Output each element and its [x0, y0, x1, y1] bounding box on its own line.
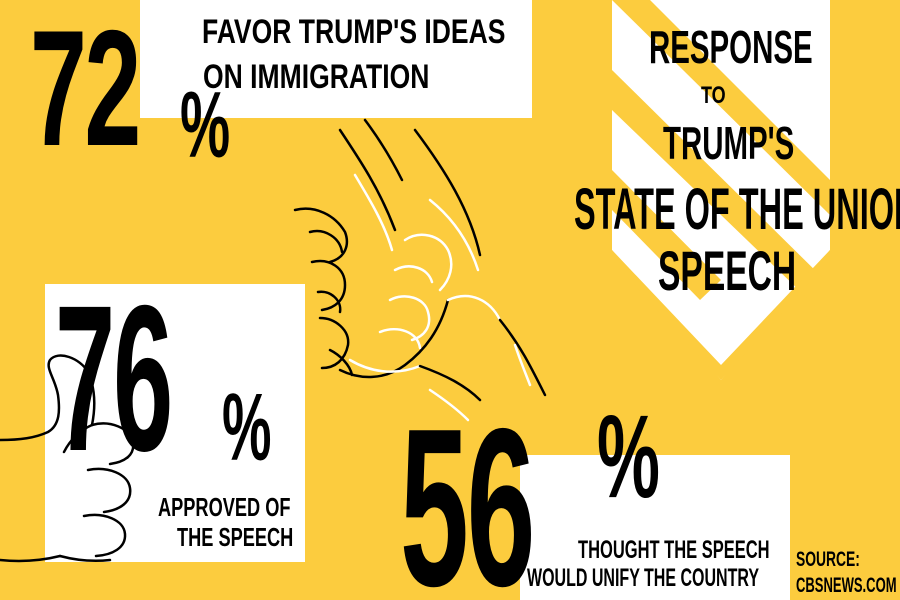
stat-caption-3-line2: WOULD UNIFY THE COUNTRY — [527, 564, 759, 592]
stat-panel-bottom-right — [520, 455, 790, 600]
stat-value-2: 76 — [55, 263, 173, 495]
stat-caption-2-line1: APPROVED OF — [158, 492, 291, 522]
title-line-1: RESPONSE — [649, 21, 813, 73]
stat-symbol-3: % — [597, 391, 660, 523]
title-line-4: STATE OF THE UNION — [574, 177, 900, 242]
stat-caption-1-line2: ON IMMIGRATION — [203, 58, 430, 96]
title-line-3: TRUMP'S — [663, 117, 795, 169]
caption-panel-top — [140, 0, 532, 118]
stat-caption-1-line1: FAVOR TRUMP'S IDEAS — [202, 13, 506, 51]
title-line-2: TO — [701, 82, 726, 109]
source-url: CBSNEWS.COM — [796, 574, 897, 597]
title-line-5: SPEECH — [658, 239, 797, 302]
stat-value-1: 72 — [30, 0, 141, 180]
stat-value-3: 56 — [400, 381, 535, 600]
stat-symbol-2: % — [222, 374, 272, 481]
stat-symbol-1: % — [180, 72, 231, 177]
stat-caption-2-line2: THE SPEECH — [177, 522, 294, 552]
source-label: SOURCE: — [796, 548, 860, 571]
stat-caption-3-line1: THOUGHT THE SPEECH — [578, 536, 770, 564]
